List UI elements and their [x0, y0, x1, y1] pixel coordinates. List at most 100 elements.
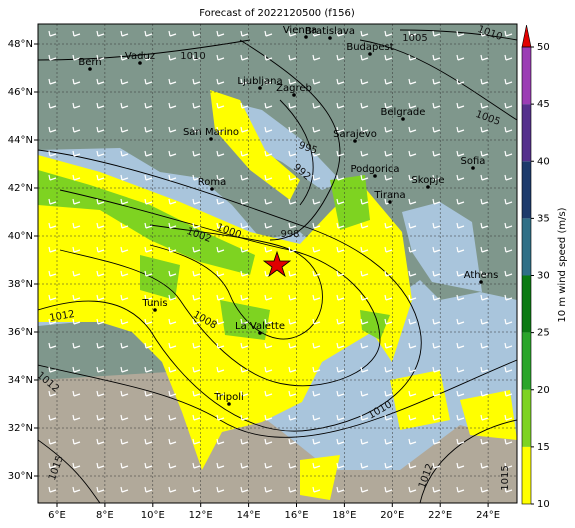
- barb: [96, 246, 105, 253]
- barb: [216, 126, 225, 133]
- barb: [336, 102, 345, 109]
- colorbar-segment: [522, 161, 531, 219]
- barb: [408, 366, 417, 373]
- barb: [144, 246, 153, 253]
- barb: [120, 294, 129, 301]
- barb: [288, 54, 297, 61]
- barb: [456, 102, 465, 109]
- barb: [432, 222, 441, 229]
- barb: [120, 390, 129, 397]
- barb: [456, 30, 465, 37]
- barb: [432, 366, 441, 373]
- barb: [336, 198, 345, 205]
- barb: [312, 246, 321, 253]
- barb: [168, 486, 177, 493]
- barb: [480, 294, 489, 301]
- barb: [120, 30, 129, 37]
- barb: [360, 246, 369, 253]
- x-tick-label: 6°E: [48, 510, 66, 521]
- barb: [408, 150, 417, 157]
- barb: [72, 342, 81, 349]
- barb: [336, 270, 345, 277]
- barb: [240, 318, 249, 325]
- barb: [288, 222, 297, 229]
- barb: [288, 294, 297, 301]
- barb: [144, 366, 153, 373]
- barb: [168, 294, 177, 301]
- barb: [384, 126, 393, 133]
- barb: [240, 198, 249, 205]
- barb: [360, 390, 369, 397]
- barb: [48, 414, 57, 421]
- barb: [408, 438, 417, 445]
- colorbar-segment: [522, 446, 531, 504]
- barb: [360, 78, 369, 85]
- barb: [96, 78, 105, 85]
- barb: [264, 78, 273, 85]
- colorbar-tick-label: 45: [537, 99, 550, 110]
- city-label: Skopje: [411, 175, 444, 186]
- city-label: Tripoli: [213, 392, 244, 403]
- barb: [96, 174, 105, 181]
- barb: [48, 174, 57, 181]
- barb: [120, 222, 129, 229]
- barb: [504, 438, 513, 445]
- barb: [432, 390, 441, 397]
- barb: [384, 78, 393, 85]
- barb: [96, 54, 105, 61]
- barb: [192, 30, 201, 37]
- barb: [48, 366, 57, 373]
- barb: [288, 318, 297, 325]
- barb: [216, 438, 225, 445]
- barb: [432, 414, 441, 421]
- barb: [288, 486, 297, 493]
- barb: [240, 438, 249, 445]
- colorbar-segment: [522, 104, 531, 162]
- y-tick-label: 44°N: [8, 135, 33, 146]
- barb: [72, 174, 81, 181]
- x-tick-label: 14°E: [237, 510, 261, 521]
- barb: [504, 270, 513, 277]
- title: Forecast of 2022120500 (f156): [199, 8, 355, 19]
- barb: [312, 294, 321, 301]
- barb: [288, 366, 297, 373]
- barb: [480, 78, 489, 85]
- barb: [504, 222, 513, 229]
- barb: [288, 390, 297, 397]
- city-dot: [138, 61, 142, 65]
- wind-area: [300, 370, 517, 500]
- barb: [168, 102, 177, 109]
- barb: [456, 222, 465, 229]
- barb: [144, 294, 153, 301]
- barb: [504, 318, 513, 325]
- city-dot: [368, 52, 372, 56]
- barb: [48, 342, 57, 349]
- barb: [408, 102, 417, 109]
- barb: [48, 54, 57, 61]
- city-dot: [471, 166, 475, 170]
- barb: [144, 174, 153, 181]
- city-dot: [258, 86, 262, 90]
- barb: [192, 486, 201, 493]
- barb: [432, 150, 441, 157]
- barb: [288, 270, 297, 277]
- barb: [336, 486, 345, 493]
- y-tick-label: 38°N: [8, 279, 33, 290]
- barb: [48, 270, 57, 277]
- city-label: Vienna: [283, 25, 317, 36]
- barb: [96, 486, 105, 493]
- barb: [480, 486, 489, 493]
- barb: [312, 318, 321, 325]
- barb: [216, 462, 225, 469]
- barb: [48, 246, 57, 253]
- barb: [336, 294, 345, 301]
- barb: [96, 150, 105, 157]
- barb: [72, 198, 81, 205]
- barb: [504, 174, 513, 181]
- barb: [432, 246, 441, 253]
- city-label: Bern: [78, 57, 101, 68]
- barb: [72, 126, 81, 133]
- barb: [456, 270, 465, 277]
- barb: [264, 174, 273, 181]
- barb: [504, 102, 513, 109]
